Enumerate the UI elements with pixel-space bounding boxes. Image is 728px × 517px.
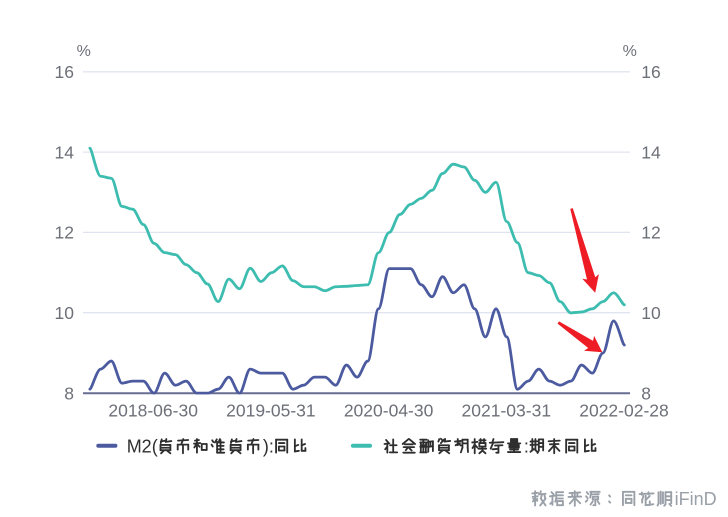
svg-text::: : (524, 437, 529, 457)
svg-text:%: % (77, 43, 91, 60)
svg-text:10: 10 (641, 303, 661, 323)
svg-text:M2(: M2( (127, 437, 158, 457)
svg-text:2022-02-28: 2022-02-28 (579, 400, 669, 420)
svg-text:16: 16 (641, 62, 660, 82)
svg-text:iFinD: iFinD (675, 489, 717, 509)
svg-text:10: 10 (55, 303, 75, 323)
svg-text:%: % (623, 43, 637, 60)
svg-text:2019-05-31: 2019-05-31 (226, 400, 316, 420)
svg-text:14: 14 (55, 142, 75, 162)
svg-text:2018-06-30: 2018-06-30 (108, 400, 198, 420)
svg-text:16: 16 (55, 62, 74, 82)
svg-text:2020-04-30: 2020-04-30 (344, 400, 434, 420)
svg-text:12: 12 (641, 223, 660, 243)
svg-text:8: 8 (64, 384, 74, 404)
svg-text:2021-03-31: 2021-03-31 (462, 400, 552, 420)
svg-text:14: 14 (641, 142, 661, 162)
svg-text:):: ): (263, 437, 274, 457)
svg-text:12: 12 (55, 223, 74, 243)
svg-text:8: 8 (641, 384, 651, 404)
